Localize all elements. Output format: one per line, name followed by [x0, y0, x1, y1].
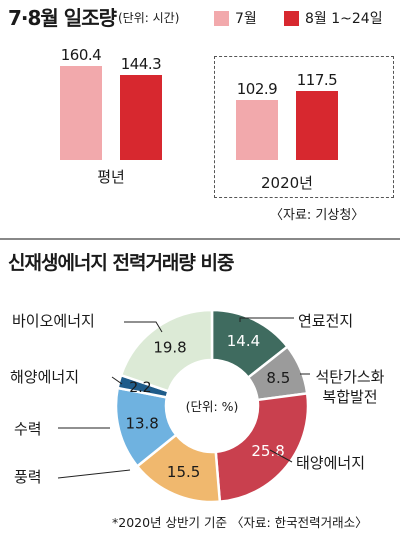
- renewable-chart-title: 신재생에너지 전력거래량 비중: [8, 252, 234, 274]
- legend-label-july: 7월: [235, 11, 257, 27]
- donut-slice-6: [119, 308, 214, 393]
- slice-label-4: 수력: [14, 420, 42, 438]
- section-divider: [0, 238, 400, 240]
- year-2020-frame: [214, 56, 394, 198]
- slice-label-6: 바이오에너지: [12, 312, 95, 330]
- slice-value-4: 13.8: [125, 414, 158, 432]
- slice-label-0: 연료전지: [298, 312, 353, 330]
- leader-line-0: [239, 317, 294, 322]
- category-label-1: 2020년: [261, 174, 313, 192]
- bar-value-0-0: 160.4: [60, 46, 102, 64]
- bar-0-0: [60, 66, 102, 160]
- slice-label-5: 해양에너지: [10, 368, 79, 386]
- bar-value-1-0: 102.9: [236, 79, 278, 98]
- bar-0-1: [120, 75, 162, 160]
- leader-line-6: [124, 321, 163, 333]
- bar-1-0: [236, 99, 278, 160]
- donut-slice-2: [214, 391, 310, 504]
- sunlight-source: 〈자료: 기상청〉: [270, 208, 365, 223]
- sunlight-unit-label: (단위: 시간): [118, 11, 180, 25]
- slice-label-3: 풍력: [14, 468, 42, 486]
- legend-swatch-july: [214, 11, 229, 26]
- sunlight-chart-title: 7·8월 일조량: [8, 6, 117, 30]
- slice-value-3: 15.5: [167, 463, 200, 481]
- donut-center-label: (단위: %): [186, 399, 239, 414]
- bar-1-1: [296, 91, 338, 160]
- renewable-donut-chart: 14.4 8.5 25.8 15.5 13.8 2.2 19.8 (단위: %) 연료전지석탄가…: [10, 308, 385, 504]
- leader-line-3: [57, 469, 131, 479]
- slice-label-1-line0: 석탄가스화: [315, 368, 384, 386]
- slice-value-1: 8.5: [266, 369, 290, 387]
- bar-value-1-1: 117.5: [296, 71, 338, 90]
- slice-value-2: 25.8: [251, 442, 284, 460]
- slice-label-2: 태양에너지: [296, 454, 365, 472]
- slice-value-6: 19.8: [153, 338, 186, 356]
- bar-value-0-1: 144.3: [120, 55, 162, 74]
- leader-line-2: [269, 449, 293, 463]
- category-label-0: 평년: [97, 168, 125, 186]
- footnote: *2020년 상반기 기준 〈자료: 한국전력거래소〉: [112, 515, 368, 530]
- leader-line-5: [111, 376, 123, 385]
- legend-label-august: 8월 1~24일: [305, 11, 383, 27]
- slice-value-5: 2.2: [129, 380, 151, 396]
- slice-value-0: 14.4: [227, 332, 260, 350]
- legend-swatch-august: [284, 11, 299, 26]
- slice-label-1-line1: 복합발전: [322, 388, 377, 406]
